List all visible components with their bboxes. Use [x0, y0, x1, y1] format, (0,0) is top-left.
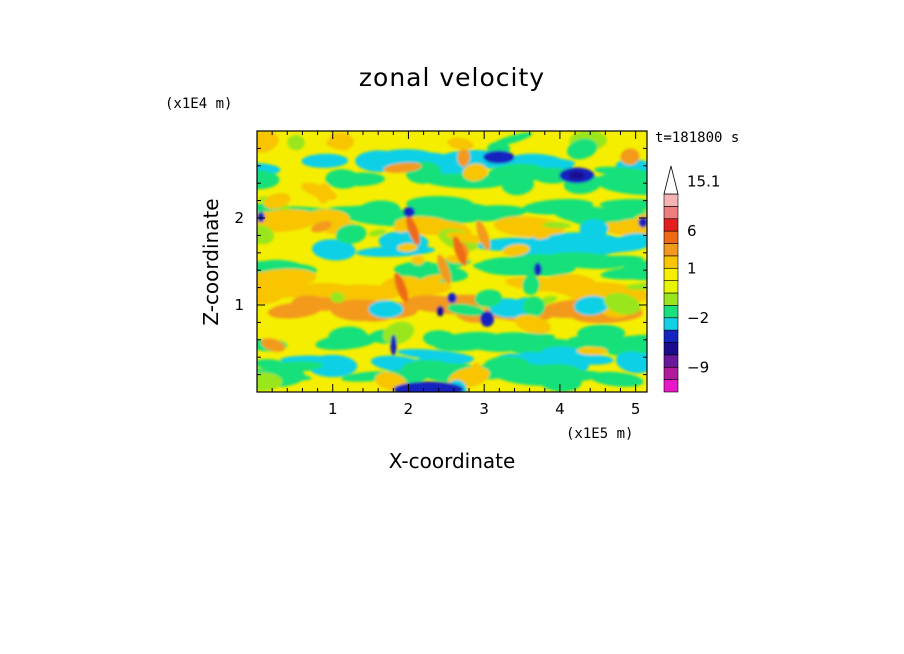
- colorbar-segment: [663, 366, 679, 380]
- colorbar-over-triangle: [663, 165, 679, 195]
- x-tick-label: 2: [404, 400, 414, 418]
- colorbar-segment: [663, 267, 679, 281]
- x-tick-label: 5: [631, 400, 641, 418]
- colorbar-segment: [663, 317, 679, 331]
- colorbar-segment: [663, 193, 679, 207]
- x-tick-label: 4: [555, 400, 565, 418]
- time-label: t=181800 s: [655, 130, 739, 146]
- x-axis-label: X-coordinate: [389, 449, 516, 473]
- colorbar-segment: [663, 206, 679, 220]
- colorbar-label: −2: [687, 309, 709, 327]
- colorbar-label: 15.1: [687, 173, 720, 191]
- colorbar-label: −9: [687, 358, 709, 376]
- axis-ticks: [257, 131, 647, 392]
- colorbar-segment: [663, 379, 679, 393]
- colorbar-label: 6: [687, 222, 697, 240]
- x-tick-label: 1: [328, 400, 338, 418]
- y-tick-label: 2: [234, 209, 244, 227]
- colorbar: [663, 165, 679, 393]
- x-tick-labels: 1 2 3 4 5: [328, 400, 640, 418]
- y-axis-label: Z-coordinate: [199, 198, 223, 325]
- colorbar-segment: [663, 280, 679, 294]
- colorbar-segment: [663, 342, 679, 356]
- x-tick-label: 3: [479, 400, 489, 418]
- y-tick-label: 1: [234, 296, 244, 314]
- y-tick-labels: 12: [234, 209, 244, 314]
- colorbar-segment: [663, 218, 679, 232]
- colorbar-segment: [663, 243, 679, 257]
- colorbar-labels: 15.1 6 1 −2 −9: [687, 173, 720, 377]
- chart-title: zonal velocity: [359, 63, 545, 92]
- colorbar-segment: [663, 292, 679, 306]
- plot-frame: [256, 130, 648, 393]
- velocity-field: [257, 131, 647, 392]
- colorbar-label: 1: [687, 259, 697, 277]
- y-axis-multiplier: (x1E4 m): [165, 96, 232, 112]
- colorbar-segment: [663, 329, 679, 343]
- colorbar-segment: [663, 354, 679, 368]
- colorbar-segment: [663, 230, 679, 244]
- colorbar-segment: [663, 305, 679, 319]
- colorbar-segment: [663, 255, 679, 269]
- x-axis-multiplier: (x1E5 m): [566, 426, 633, 442]
